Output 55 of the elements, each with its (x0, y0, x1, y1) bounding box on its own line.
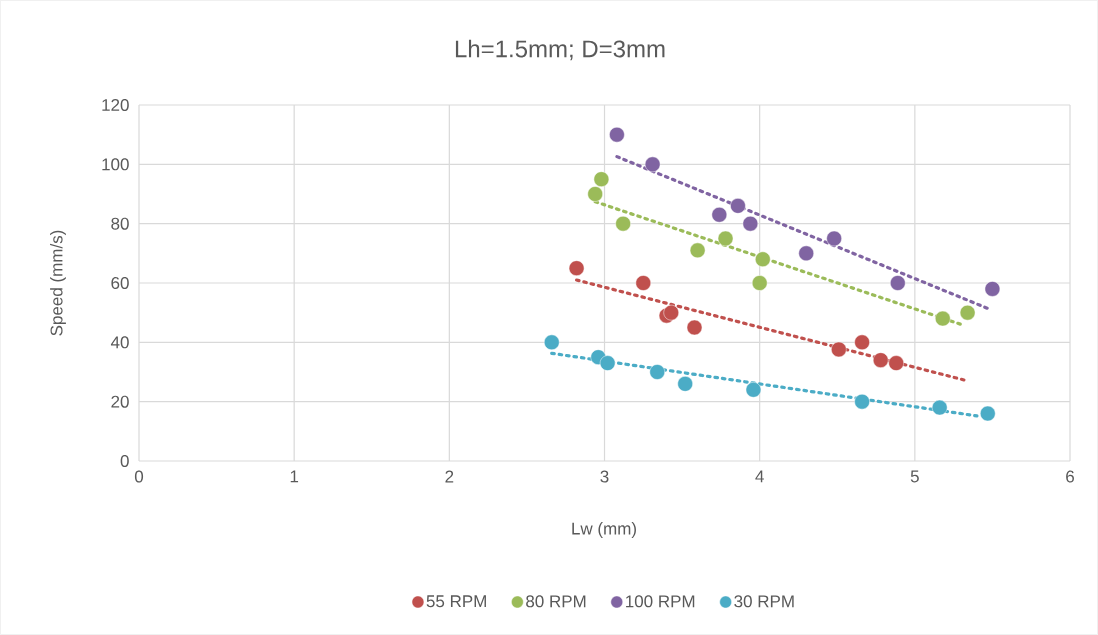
point (635, 275, 652, 291)
point (644, 156, 661, 173)
point (730, 198, 746, 214)
point (609, 126, 625, 143)
x-tick-label: 5 (910, 470, 919, 483)
x-tick-label: 4 (755, 470, 764, 483)
legend-label: 80 RPM (526, 595, 586, 608)
y-axis-title: Speed (mm/s) (50, 230, 66, 336)
point (745, 382, 762, 398)
y-tick-label: 40 (110, 336, 129, 349)
point (931, 399, 948, 416)
point (689, 242, 706, 259)
point (854, 393, 870, 410)
point (826, 230, 842, 247)
legend-label: 55 RPM (426, 595, 486, 608)
chart-title: Lh=1.5mm; D=3mm (455, 39, 665, 61)
point (751, 275, 768, 291)
legend-label: 30 RPM (734, 595, 794, 608)
y-tick-label: 80 (111, 217, 129, 230)
y-tick-label: 120 (102, 98, 129, 112)
point (798, 245, 814, 262)
x-tick-label: 6 (1066, 470, 1074, 483)
point (980, 405, 996, 422)
point (649, 364, 666, 380)
x-tick-label: 0 (134, 470, 144, 483)
point (755, 251, 771, 268)
point (854, 334, 870, 351)
point (717, 230, 734, 247)
point (890, 275, 906, 291)
point (568, 260, 585, 276)
x-tick-label: 2 (445, 470, 454, 483)
point (935, 310, 951, 327)
y-tick-label: 60 (111, 276, 129, 290)
point (831, 341, 847, 358)
point (587, 186, 603, 202)
point (959, 304, 976, 321)
point (663, 304, 679, 321)
point (984, 281, 1001, 297)
point (888, 355, 904, 371)
point (677, 376, 693, 392)
point (872, 352, 889, 368)
y-tick-label: 100 (102, 158, 129, 171)
x-axis-title: Lw (mm) (572, 522, 636, 538)
point (599, 355, 616, 371)
point (615, 215, 631, 232)
y-tick-label: 20 (111, 395, 129, 408)
point (686, 319, 703, 336)
point (711, 207, 728, 223)
legend-label: 100 RPM (626, 595, 695, 608)
x-tick-label: 3 (600, 470, 609, 483)
y-tick-label: 0 (120, 454, 129, 468)
point (593, 171, 610, 187)
point (742, 215, 759, 232)
x-tick-label: 1 (290, 470, 299, 483)
point (544, 334, 560, 351)
